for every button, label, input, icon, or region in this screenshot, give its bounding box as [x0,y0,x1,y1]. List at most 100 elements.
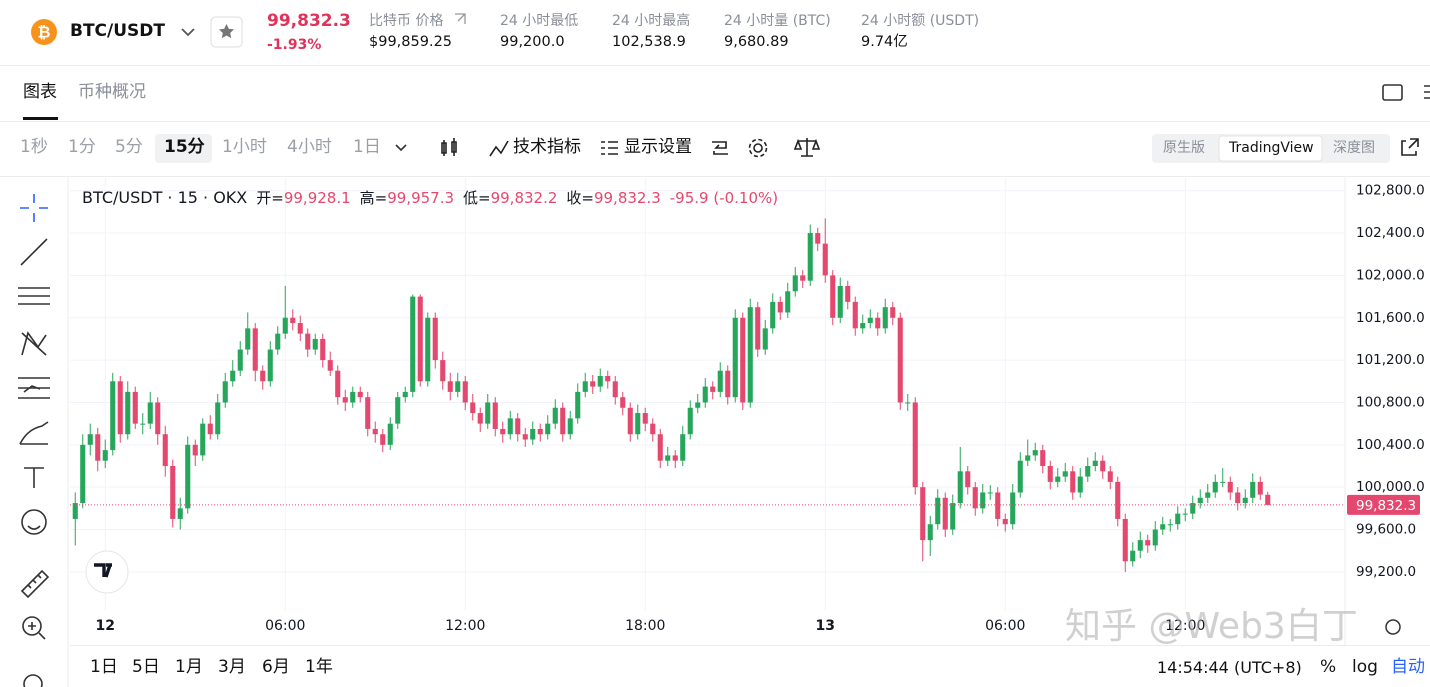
candle-body [395,397,401,424]
toolbar-button[interactable]: 技术指标 [513,137,581,157]
drawing-toolbar [18,194,50,687]
settings-icon[interactable] [753,143,763,153]
tab[interactable]: 币种概况 [78,82,146,102]
range-button[interactable]: 5日 [132,657,160,677]
candle-body [1227,481,1233,493]
candle-body [1047,466,1053,482]
candle-body [807,233,813,281]
display-icon[interactable] [601,141,618,155]
legend-close-label: 收= [566,189,594,207]
zoom-tool[interactable] [22,616,42,636]
range-button[interactable]: 6月 [262,657,290,677]
candle-body [245,328,251,350]
replay-icon[interactable] [712,141,728,155]
interval[interactable]: 5分 [115,137,143,157]
clock: 14:54:44 (UTC+8) [1157,658,1302,677]
candle-body [650,423,656,435]
x-tick-label: 06:00 [985,618,1025,634]
text-tool[interactable] [24,467,44,488]
view-option[interactable]: 原生版 [1163,140,1205,156]
interval[interactable]: 4小时 [287,137,332,157]
candle-body [942,497,948,530]
candle-body [1062,471,1068,477]
candle-body [372,428,378,435]
trendline-tool[interactable] [20,238,48,266]
auto-toggle[interactable]: 自动 [1391,657,1425,677]
view-option[interactable]: TradingView [1229,140,1314,156]
candle-body [980,492,986,509]
candle-body [740,317,746,403]
y-tick-label: 101,600.0 [1356,310,1425,326]
candle-body [545,423,551,435]
interval[interactable]: 1秒 [20,137,48,157]
candle-body [912,402,918,488]
candle-body [312,338,318,350]
range-button[interactable]: 1月 [175,657,203,677]
interval[interactable]: 1分 [68,137,96,157]
interval[interactable]: 15分 [164,137,205,157]
candle-body [1190,503,1196,514]
separator [70,645,1430,646]
interval[interactable]: 1小时 [222,137,267,157]
candle-body [792,275,798,292]
candle-body [1182,513,1188,515]
log-toggle[interactable]: log [1352,657,1378,677]
candle-body [830,275,836,318]
symbol-dropdown[interactable] [181,28,195,37]
candle-body [110,381,116,451]
candle-body [1032,450,1038,456]
candle-body [507,418,513,435]
candle-body [560,407,566,435]
ruler-tool[interactable] [20,569,50,599]
range-button[interactable]: 1年 [305,657,333,677]
legend-high-label: 高= [360,189,388,207]
menu-icon[interactable] [1424,85,1430,99]
pattern-tool[interactable] [21,331,47,356]
candle-body [320,338,326,361]
range-button[interactable]: 1日 [90,657,118,677]
candle-body [185,444,191,509]
candle-body [1025,455,1031,461]
candle-type-icon[interactable] [441,138,457,156]
interval[interactable]: 1日 [353,137,381,157]
x-tick-label: 13 [816,618,835,634]
range-button[interactable]: 3月 [218,657,246,677]
interval-selected [155,134,212,163]
candle-body [1107,471,1113,482]
watermark: 知乎 @Web3白丁 [1065,606,1358,647]
external-link-icon[interactable] [455,13,466,24]
brush-tool[interactable] [19,421,49,445]
price-change: -1.93% [267,37,322,53]
fullscreen-icon[interactable] [1401,138,1419,156]
candle-body [1205,492,1211,498]
candle-body [575,391,581,419]
candle-body [290,317,296,324]
toolbar-button[interactable]: 显示设置 [624,137,692,157]
compare-icon[interactable] [793,138,821,157]
layout-icon[interactable] [1382,84,1403,101]
y-tick-label: 101,200.0 [1356,352,1425,368]
candle-body [125,391,131,435]
candle-body [1055,476,1061,482]
indicator-icon[interactable] [489,140,509,157]
more-tool[interactable] [23,674,43,687]
axis-settings-icon[interactable] [1385,619,1401,635]
interval-dropdown[interactable] [395,144,407,152]
crosshair-tool[interactable] [20,194,48,222]
tab[interactable]: 图表 [23,82,57,102]
candle-body [237,349,243,371]
projection-tool[interactable] [18,377,50,399]
candle-body [87,434,93,445]
view-option[interactable]: 深度图 [1333,140,1375,156]
emoji-tool[interactable] [21,509,47,535]
candle-body [275,333,281,350]
y-tick-label: 102,800.0 [1356,183,1425,199]
percent-toggle[interactable]: % [1320,657,1337,677]
candle-body [522,434,528,440]
candle-body [1040,450,1046,466]
candle-body [972,487,978,509]
candle-body [342,397,348,403]
fib-tool[interactable] [18,287,50,305]
ohlc-legend: BTC/USDT · 15 · OKX 开=99,928.1 高=99,957.3 低… [82,188,778,207]
candle-body [1257,481,1263,495]
